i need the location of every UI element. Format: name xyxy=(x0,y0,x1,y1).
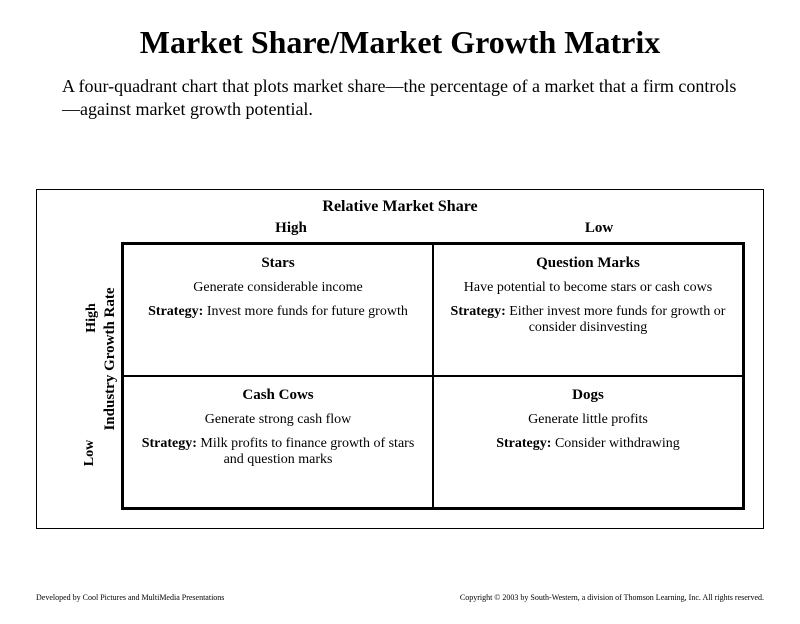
row-label-high: High xyxy=(84,303,100,333)
strategy-label: Strategy: xyxy=(148,304,203,319)
strategy-text: Invest more funds for future growth xyxy=(207,304,408,319)
strategy-label: Strategy: xyxy=(496,436,551,451)
quadrant-description: Have potential to become stars or cash c… xyxy=(450,280,726,296)
quadrant-question-marks: Question Marks Have potential to become … xyxy=(433,244,743,376)
quadrant-title: Question Marks xyxy=(450,255,726,272)
column-labels: High Low xyxy=(137,220,753,237)
quadrant-title: Dogs xyxy=(450,387,726,404)
x-axis-title: Relative Market Share xyxy=(37,198,763,216)
strategy-label: Strategy: xyxy=(451,304,506,319)
page-subtitle: A four-quadrant chart that plots market … xyxy=(62,75,738,122)
strategy-label: Strategy: xyxy=(142,436,197,451)
page-title: Market Share/Market Growth Matrix xyxy=(0,24,800,61)
quadrant-description: Generate little profits xyxy=(450,412,726,428)
quadrant-strategy: Strategy: Invest more funds for future g… xyxy=(140,304,416,320)
col-label-high: High xyxy=(137,220,445,237)
strategy-text: Either invest more funds for growth or c… xyxy=(509,304,725,335)
quadrant-grid: Stars Generate considerable income Strat… xyxy=(121,242,745,510)
matrix-panel: Relative Market Share High Low Industry … xyxy=(36,189,764,529)
quadrant-cash-cows: Cash Cows Generate strong cash flow Stra… xyxy=(123,376,433,508)
quadrant-strategy: Strategy: Milk profits to finance growth… xyxy=(140,436,416,468)
quadrant-title: Stars xyxy=(140,255,416,272)
quadrant-title: Cash Cows xyxy=(140,387,416,404)
y-axis-title: Industry Growth Rate xyxy=(102,287,119,430)
footer-copyright: Copyright © 2003 by South-Western, a div… xyxy=(460,593,764,602)
row-label-low: Low xyxy=(82,440,98,466)
quadrant-description: Generate strong cash flow xyxy=(140,412,416,428)
quadrant-description: Generate considerable income xyxy=(140,280,416,296)
quadrant-dogs: Dogs Generate little profits Strategy: C… xyxy=(433,376,743,508)
strategy-text: Consider withdrawing xyxy=(555,436,680,451)
quadrant-strategy: Strategy: Either invest more funds for g… xyxy=(450,304,726,336)
quadrant-stars: Stars Generate considerable income Strat… xyxy=(123,244,433,376)
strategy-text: Milk profits to finance growth of stars … xyxy=(200,436,414,467)
footer-credit-left: Developed by Cool Pictures and MultiMedi… xyxy=(36,593,224,602)
col-label-low: Low xyxy=(445,220,753,237)
quadrant-strategy: Strategy: Consider withdrawing xyxy=(450,436,726,452)
